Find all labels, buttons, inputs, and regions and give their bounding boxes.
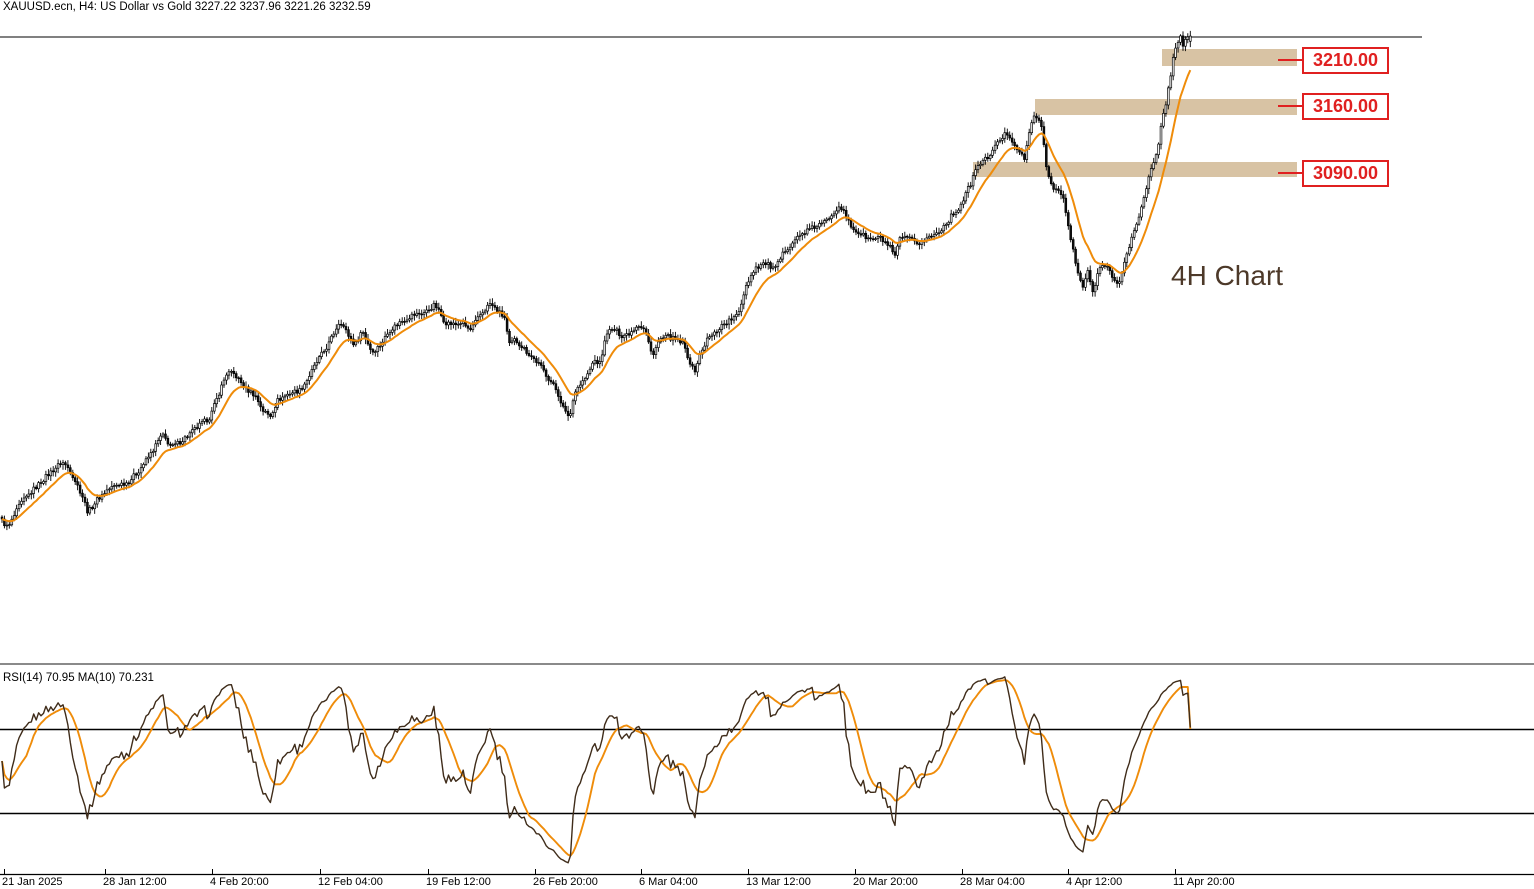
level-zones bbox=[973, 49, 1297, 177]
x-axis-label: 21 Jan 2025 bbox=[2, 876, 63, 888]
rsi-line bbox=[1, 676, 1191, 864]
x-axis-label: 12 Feb 04:00 bbox=[318, 876, 383, 888]
x-axis-label: 4 Apr 12:00 bbox=[1066, 876, 1123, 888]
level-label[interactable]: 3160.00 bbox=[1302, 92, 1389, 120]
x-axis-label: 4 Feb 20:00 bbox=[210, 876, 269, 888]
x-axis-label: 11 Apr 20:00 bbox=[1173, 876, 1235, 888]
time-axis-ticks bbox=[4, 869, 1176, 874]
rsi-indicator-label: RSI(14) 70.95 MA(10) 70.231 bbox=[3, 672, 154, 684]
x-axis-label: 28 Jan 12:00 bbox=[103, 876, 167, 888]
price-ma-line bbox=[1, 69, 1192, 523]
x-axis-label: 26 Feb 20:00 bbox=[533, 876, 598, 888]
x-axis-label: 19 Feb 12:00 bbox=[426, 876, 491, 888]
x-axis-label: 13 Mar 12:00 bbox=[746, 876, 811, 888]
level-label[interactable]: 3210.00 bbox=[1302, 46, 1389, 74]
annotation-text[interactable]: 4H Chart bbox=[1171, 260, 1284, 291]
level-label[interactable]: 3090.00 bbox=[1302, 159, 1389, 187]
candles-layer bbox=[0, 30, 1192, 531]
x-axis-label: 20 Mar 20:00 bbox=[853, 876, 918, 888]
x-axis-label: 28 Mar 04:00 bbox=[960, 876, 1025, 888]
rsi-ma-line bbox=[1, 679, 1192, 857]
time-axis[interactable]: 21 Jan 2025 28 Jan 12:00 4 Feb 20:00 12 Feb… bbox=[0, 876, 1534, 889]
x-axis-label: 6 Mar 04:00 bbox=[639, 876, 698, 888]
chart-title: XAUUSD.ecn, H4: US Dollar vs Gold 3227.2… bbox=[3, 1, 371, 13]
candle-wicks bbox=[1, 30, 1191, 531]
